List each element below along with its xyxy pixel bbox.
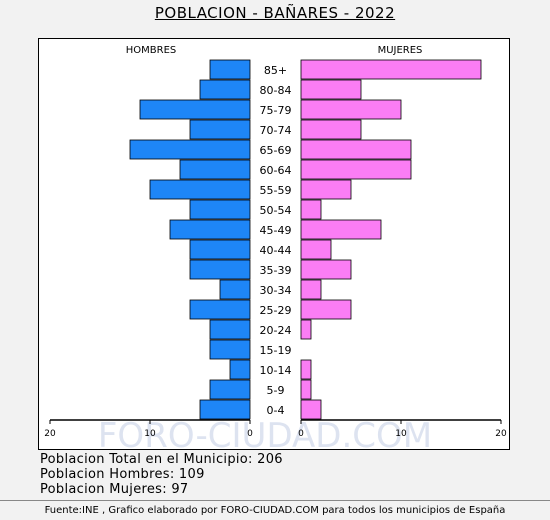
bar-men-30-34 (219, 279, 251, 300)
age-label-85-plus: 85+ (264, 64, 287, 77)
age-label-45-49: 45-49 (260, 224, 292, 237)
age-label-65-69: 65-69 (260, 144, 292, 157)
bar-men-40-44 (189, 239, 251, 260)
bar-women-45-49 (300, 219, 382, 240)
bar-men-35-39 (189, 259, 251, 280)
bar-women-25-29 (300, 299, 352, 320)
chart-title: POBLACION - BAÑARES - 2022 (154, 4, 396, 22)
footer-source: Fuente:INE , Grafico elaborado por FORO-… (44, 505, 506, 516)
tick-label-women-0: 0 (298, 429, 304, 439)
age-label-25-29: 25-29 (260, 304, 292, 317)
bar-men-20-24 (209, 319, 251, 340)
chart-frame: FORO-CIUDAD.COM HOMBRES MUJERES 85+ 80-84… (38, 38, 510, 451)
population-pyramid: FORO-CIUDAD.COM HOMBRES MUJERES 85+ 80-84… (44, 45, 507, 451)
bar-women-40-44 (300, 239, 332, 260)
age-label-70-74: 70-74 (260, 124, 292, 137)
age-label-40-44: 40-44 (260, 244, 292, 257)
tick-label-men-10: 10 (144, 429, 156, 439)
bar-men-70-74 (189, 119, 251, 140)
bar-women-55-59 (300, 179, 352, 200)
age-label-0-4: 0-4 (267, 404, 285, 417)
bar-women-0-4 (300, 399, 322, 420)
tick-label-women-10: 10 (395, 429, 407, 439)
total-population: Poblacion Total en el Municipio: 206 (40, 452, 283, 467)
bar-men-60-64 (179, 159, 251, 180)
age-label-20-24: 20-24 (260, 324, 292, 337)
bar-women-65-69 (300, 139, 412, 160)
tick-label-women-20: 20 (495, 429, 507, 439)
age-label-60-64: 60-64 (260, 164, 292, 177)
bar-men-85-plus (209, 59, 251, 80)
bar-men-50-54 (189, 199, 251, 220)
age-label-75-79: 75-79 (260, 104, 292, 117)
legend-men: HOMBRES (126, 45, 177, 56)
bar-women-50-54 (300, 199, 322, 220)
bar-men-80-84 (199, 79, 251, 100)
age-label-55-59: 55-59 (260, 184, 292, 197)
women-population: Poblacion Mujeres: 97 (40, 482, 189, 497)
bar-men-65-69 (129, 139, 251, 160)
bar-women-70-74 (300, 119, 362, 140)
age-label-35-39: 35-39 (260, 264, 292, 277)
bar-women-5-9 (300, 379, 312, 400)
bar-men-15-19 (209, 339, 251, 360)
bar-women-10-14 (300, 359, 312, 380)
bar-women-30-34 (300, 279, 322, 300)
watermark: FORO-CIUDAD.COM (98, 416, 432, 451)
age-label-5-9: 5-9 (267, 384, 285, 397)
age-label-30-34: 30-34 (260, 284, 292, 297)
bar-women-35-39 (300, 259, 352, 280)
age-label-50-54: 50-54 (260, 204, 292, 217)
bar-women-20-24 (300, 319, 312, 340)
bar-women-85-plus (300, 59, 482, 80)
bar-men-45-49 (169, 219, 251, 240)
bar-women-80-84 (300, 79, 362, 100)
age-label-10-14: 10-14 (260, 364, 292, 377)
tick-label-men-20: 20 (44, 429, 56, 439)
age-label-80-84: 80-84 (260, 84, 292, 97)
bar-men-5-9 (209, 379, 251, 400)
men-population: Poblacion Hombres: 109 (40, 467, 205, 482)
age-label-15-19: 15-19 (260, 344, 292, 357)
bar-women-75-79 (300, 99, 402, 120)
bar-men-55-59 (149, 179, 251, 200)
bar-women-60-64 (300, 159, 412, 180)
legend-women: MUJERES (378, 45, 423, 56)
bar-men-0-4 (199, 399, 251, 420)
tick-label-men-0: 0 (247, 429, 253, 439)
bar-men-10-14 (229, 359, 251, 380)
bar-men-25-29 (189, 299, 251, 320)
bar-men-75-79 (139, 99, 251, 120)
footer-divider (0, 500, 550, 501)
